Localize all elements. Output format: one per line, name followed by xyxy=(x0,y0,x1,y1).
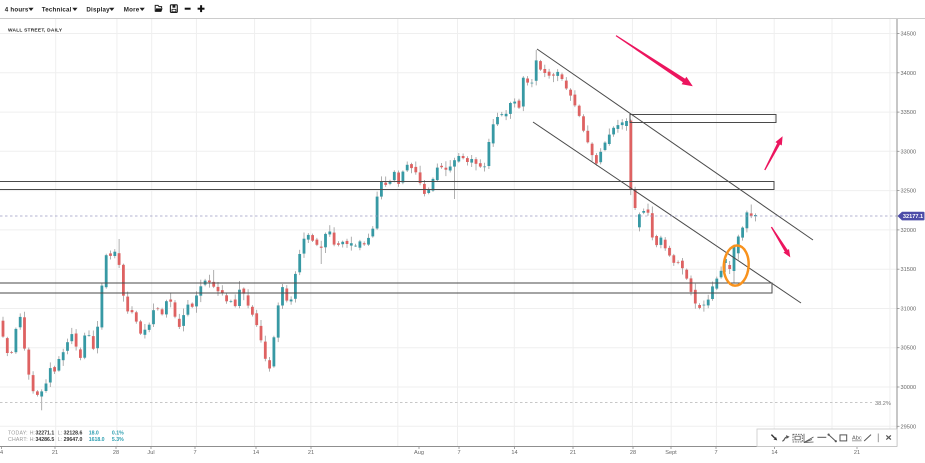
svg-text:38.2%: 38.2% xyxy=(875,401,891,407)
svg-text:21: 21 xyxy=(854,450,860,456)
svg-text:32000: 32000 xyxy=(901,228,917,234)
svg-text:0.1%: 0.1% xyxy=(112,430,124,436)
svg-text:14: 14 xyxy=(771,450,777,456)
svg-text:31000: 31000 xyxy=(901,307,917,313)
svg-text:L:: L: xyxy=(58,430,62,436)
svg-text:Jul: Jul xyxy=(147,450,154,456)
svg-text:7: 7 xyxy=(457,450,460,456)
svg-text:30500: 30500 xyxy=(901,346,917,352)
svg-text:L:: L: xyxy=(58,437,62,443)
svg-text:29647.0: 29647.0 xyxy=(64,437,83,443)
svg-text:14: 14 xyxy=(511,450,517,456)
svg-text:31500: 31500 xyxy=(901,267,917,273)
svg-text:21: 21 xyxy=(570,450,576,456)
svg-text:7: 7 xyxy=(193,450,196,456)
svg-text:TODAY:: TODAY: xyxy=(8,430,28,436)
svg-text:32271.1: 32271.1 xyxy=(36,430,55,436)
svg-text:4 hours: 4 hours xyxy=(5,6,29,13)
svg-text:28: 28 xyxy=(113,450,119,456)
svg-text:More: More xyxy=(124,6,140,13)
svg-text:33000: 33000 xyxy=(901,149,917,155)
svg-text:14: 14 xyxy=(253,450,259,456)
svg-text:32177.1: 32177.1 xyxy=(903,214,923,220)
svg-text:Technical: Technical xyxy=(42,6,72,13)
svg-text:32500: 32500 xyxy=(901,189,917,195)
svg-text:4: 4 xyxy=(0,450,3,456)
svg-text:H:: H: xyxy=(30,430,35,436)
svg-text:7: 7 xyxy=(714,450,717,456)
svg-text:28: 28 xyxy=(630,450,636,456)
svg-text:29500: 29500 xyxy=(901,424,917,430)
svg-text:30000: 30000 xyxy=(901,385,917,391)
svg-text:Aug: Aug xyxy=(414,450,424,456)
svg-text:5.3%: 5.3% xyxy=(112,437,124,443)
svg-text:21: 21 xyxy=(52,450,58,456)
svg-text:34286.5: 34286.5 xyxy=(36,437,55,443)
svg-text:H:: H: xyxy=(30,437,35,443)
svg-text:18.0: 18.0 xyxy=(89,430,99,436)
svg-text:Display: Display xyxy=(86,6,110,13)
svg-text:33500: 33500 xyxy=(901,110,917,116)
svg-text:32128.6: 32128.6 xyxy=(64,430,83,436)
svg-text:Sept: Sept xyxy=(665,450,677,456)
svg-text:21: 21 xyxy=(308,450,314,456)
svg-text:CHART:: CHART: xyxy=(8,437,28,443)
svg-text:1618.0: 1618.0 xyxy=(89,437,105,443)
svg-text:WALL STREET, DAILY: WALL STREET, DAILY xyxy=(8,27,63,33)
svg-text:Abc: Abc xyxy=(852,436,862,442)
svg-text:34000: 34000 xyxy=(901,71,917,77)
svg-text:34500: 34500 xyxy=(901,32,917,38)
